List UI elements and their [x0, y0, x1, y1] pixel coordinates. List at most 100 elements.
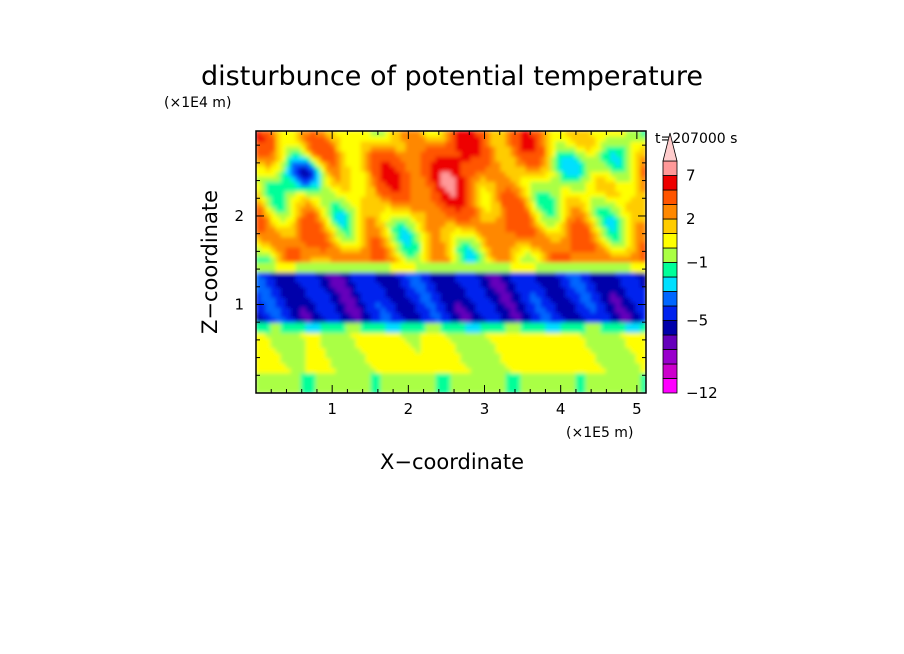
heatmap-cell — [595, 246, 602, 253]
heatmap-cell — [310, 337, 317, 344]
heatmap-cell — [280, 201, 287, 208]
heatmap-cell — [360, 206, 367, 213]
heatmap-cell — [385, 196, 392, 203]
heatmap-cell — [505, 190, 512, 197]
heatmap-cell — [330, 362, 337, 369]
heatmap-cell — [256, 367, 262, 374]
heatmap-cell — [480, 362, 487, 369]
heatmap-cell — [370, 276, 377, 283]
heatmap-cell — [295, 131, 302, 137]
heatmap-cell — [605, 372, 612, 379]
heatmap-cell — [590, 201, 597, 208]
heatmap-cell — [470, 301, 477, 308]
heatmap-cell — [460, 206, 467, 213]
heatmap-cell — [325, 236, 332, 243]
heatmap-cell — [600, 387, 607, 393]
heatmap-cell — [510, 246, 517, 253]
heatmap-cell — [340, 357, 347, 364]
heatmap-cell — [635, 316, 642, 323]
heatmap-cell — [285, 301, 292, 308]
heatmap-cell — [475, 241, 482, 248]
heatmap-cell — [620, 342, 627, 349]
heatmap-cell — [305, 271, 312, 278]
heatmap-cell — [300, 276, 307, 283]
heatmap-cell — [465, 256, 472, 263]
heatmap-cell — [420, 170, 427, 177]
heatmap-cell — [350, 246, 357, 253]
heatmap-cell — [490, 206, 497, 213]
heatmap-cell — [575, 387, 582, 393]
heatmap-cell — [590, 347, 597, 354]
heatmap-cell — [550, 216, 557, 223]
heatmap-cell — [575, 327, 582, 334]
heatmap-cell — [570, 211, 577, 218]
heatmap-cell — [630, 387, 637, 393]
heatmap-cell — [270, 140, 277, 147]
heatmap-cell — [395, 251, 402, 258]
heatmap-cell — [360, 216, 367, 223]
heatmap-cell — [455, 286, 462, 293]
heatmap-cell — [505, 131, 512, 137]
heatmap-cell — [440, 387, 447, 393]
heatmap-cell — [455, 221, 462, 228]
heatmap-cell — [435, 180, 442, 187]
heatmap-cell — [320, 145, 327, 152]
heatmap-cell — [455, 211, 462, 218]
heatmap-cell — [520, 387, 527, 393]
heatmap-cell — [575, 170, 582, 177]
heatmap-cell — [485, 175, 492, 182]
heatmap-cell — [320, 266, 327, 273]
heatmap-cell — [460, 321, 467, 328]
heatmap-cell — [470, 165, 477, 172]
heatmap-cell — [515, 221, 522, 228]
heatmap-cell — [560, 251, 567, 258]
heatmap-cell — [305, 145, 312, 152]
heatmap-cell — [585, 236, 592, 243]
heatmap-cell — [535, 216, 542, 223]
heatmap-cell — [410, 271, 417, 278]
heatmap-cell — [440, 131, 447, 137]
heatmap-cell — [275, 367, 282, 374]
heatmap-cell — [510, 170, 517, 177]
heatmap-cell — [555, 352, 562, 359]
heatmap-cell — [295, 352, 302, 359]
heatmap-cell — [495, 342, 502, 349]
heatmap-cell — [275, 321, 282, 328]
heatmap-cell — [450, 286, 457, 293]
heatmap-cell — [540, 155, 547, 162]
heatmap-cell — [510, 131, 517, 137]
heatmap-cell — [375, 251, 382, 258]
heatmap-cell — [395, 337, 402, 344]
heatmap-cell — [610, 377, 617, 384]
heatmap-cell — [395, 135, 402, 142]
heatmap-cell — [370, 291, 377, 298]
heatmap-cell — [270, 372, 277, 379]
heatmap-cell — [580, 150, 587, 157]
heatmap-cell — [265, 165, 272, 172]
heatmap-cell — [270, 301, 277, 308]
heatmap-cell — [495, 301, 502, 308]
heatmap-cell — [585, 357, 592, 364]
heatmap-cell — [340, 377, 347, 384]
heatmap-cell — [280, 266, 287, 273]
heatmap-cell — [315, 357, 322, 364]
heatmap-cell — [495, 221, 502, 228]
heatmap-cell — [585, 316, 592, 323]
heatmap-cell — [400, 311, 407, 318]
heatmap-cell — [595, 372, 602, 379]
heatmap-cell — [270, 332, 277, 339]
heatmap-cell — [300, 216, 307, 223]
heatmap-cell — [420, 332, 427, 339]
heatmap-cell — [455, 196, 462, 203]
heatmap-cell — [370, 296, 377, 303]
heatmap-cell — [535, 367, 542, 374]
heatmap-cell — [455, 241, 462, 248]
heatmap-cell — [430, 321, 437, 328]
heatmap-cell — [460, 145, 467, 152]
heatmap-cell — [340, 261, 347, 268]
heatmap-cell — [595, 306, 602, 313]
heatmap-cell — [385, 306, 392, 313]
heatmap-cell — [630, 131, 637, 137]
heatmap-cell — [560, 160, 567, 167]
